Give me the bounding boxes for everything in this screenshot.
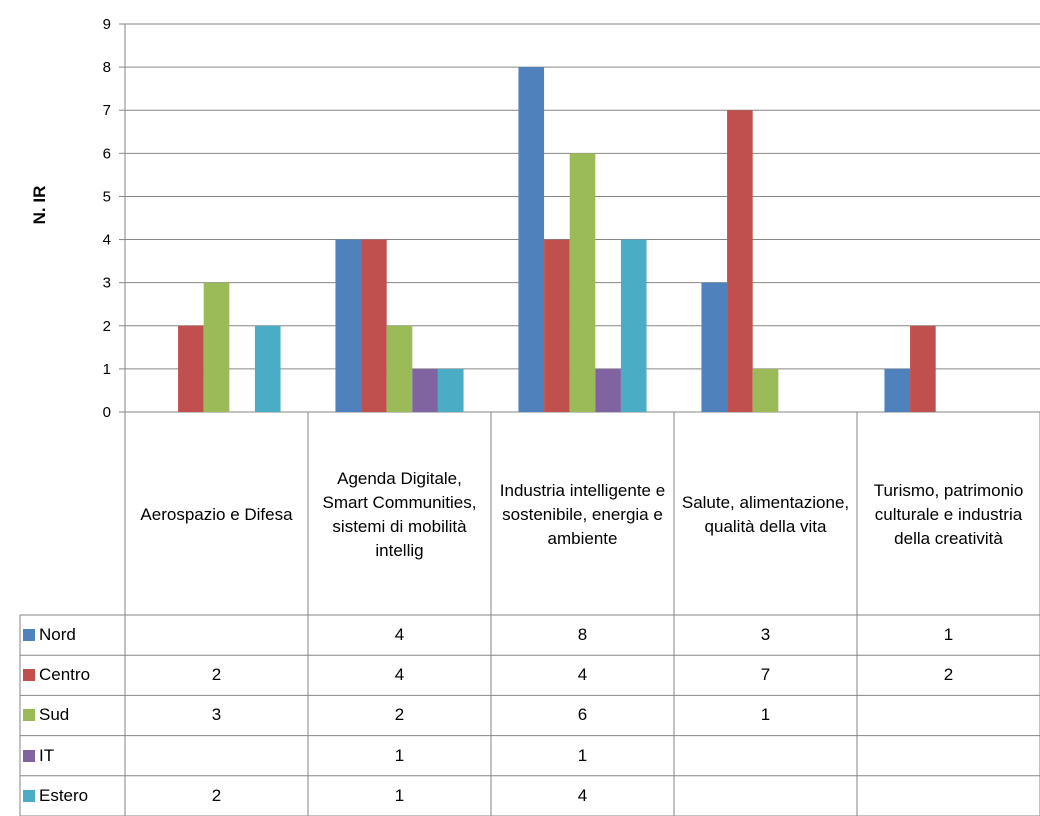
data-label: 2 xyxy=(211,785,222,805)
bar-sud xyxy=(569,153,596,413)
legend-swatch xyxy=(23,789,35,802)
y-tick-label: 8 xyxy=(103,59,111,76)
data-label: 8 xyxy=(577,625,588,645)
y-tick-label: 3 xyxy=(103,275,111,292)
legend-entry: Estero xyxy=(20,776,128,816)
data-label: 4 xyxy=(577,785,588,805)
data-label: 1 xyxy=(943,625,954,645)
bar-nord xyxy=(335,239,362,412)
bar-it xyxy=(595,368,621,412)
legend-label: Sud xyxy=(39,705,70,725)
data-label: 1 xyxy=(394,785,405,805)
legend-entry: IT xyxy=(20,736,128,776)
bar-sud xyxy=(752,368,779,412)
bar-sud xyxy=(386,325,413,412)
bar-estero xyxy=(620,239,647,412)
bar-nord xyxy=(884,368,911,412)
y-tick-label: 6 xyxy=(103,145,111,162)
data-label: 3 xyxy=(211,705,222,725)
legend-label: Nord xyxy=(39,625,76,645)
bar-estero xyxy=(254,325,281,412)
data-label: 1 xyxy=(577,745,588,765)
bar-centro xyxy=(544,239,570,412)
data-label: 3 xyxy=(760,625,771,645)
data-label: 6 xyxy=(577,705,588,725)
legend-label: IT xyxy=(39,745,55,765)
data-label: 4 xyxy=(577,665,588,685)
legend-entry: Sud xyxy=(20,695,128,735)
y-tick-label: 1 xyxy=(103,361,111,378)
bar-centro xyxy=(910,325,936,412)
data-label: 2 xyxy=(211,665,222,685)
y-tick-label: 7 xyxy=(103,102,111,119)
y-tick-label: 0 xyxy=(103,404,111,421)
x-category-label: Industria intelligente e sostenibile, en… xyxy=(499,480,666,548)
legend-entry: Centro xyxy=(20,655,128,695)
bar-it xyxy=(412,368,438,412)
legend-entry: Nord xyxy=(20,615,128,655)
data-label: 4 xyxy=(394,625,405,645)
legend-swatch xyxy=(23,709,35,722)
legend-label: Estero xyxy=(39,785,89,805)
data-label: 2 xyxy=(943,665,954,685)
y-tick-label: 5 xyxy=(103,188,111,205)
legend-swatch xyxy=(23,669,35,682)
legend-swatch xyxy=(23,629,35,642)
data-label: 4 xyxy=(394,665,405,685)
bar-centro xyxy=(727,110,753,412)
bar-estero xyxy=(437,368,464,412)
data-label: 7 xyxy=(760,665,771,685)
bar-nord xyxy=(518,67,545,412)
x-category-label: Aerospazio e Difesa xyxy=(140,504,293,524)
legend-swatch xyxy=(23,749,35,762)
bar-nord xyxy=(701,282,728,412)
bar-sud xyxy=(203,282,230,412)
x-category-label: Agenda Digitale, Smart Communities, sist… xyxy=(322,468,477,560)
x-category-label: Turismo, patrimonio culturale e industri… xyxy=(873,480,1024,548)
legend-label: Centro xyxy=(39,665,91,685)
y-tick-label: 9 xyxy=(103,16,111,33)
y-tick-label: 2 xyxy=(103,318,111,335)
data-label: 1 xyxy=(760,705,771,725)
data-label: 1 xyxy=(394,745,405,765)
x-category-label: Salute, alimentazione, qualità della vit… xyxy=(681,492,850,536)
y-tick-label: 4 xyxy=(103,232,111,249)
bar-centro xyxy=(178,325,204,412)
bar-centro xyxy=(361,239,387,412)
data-label: 2 xyxy=(394,705,405,725)
